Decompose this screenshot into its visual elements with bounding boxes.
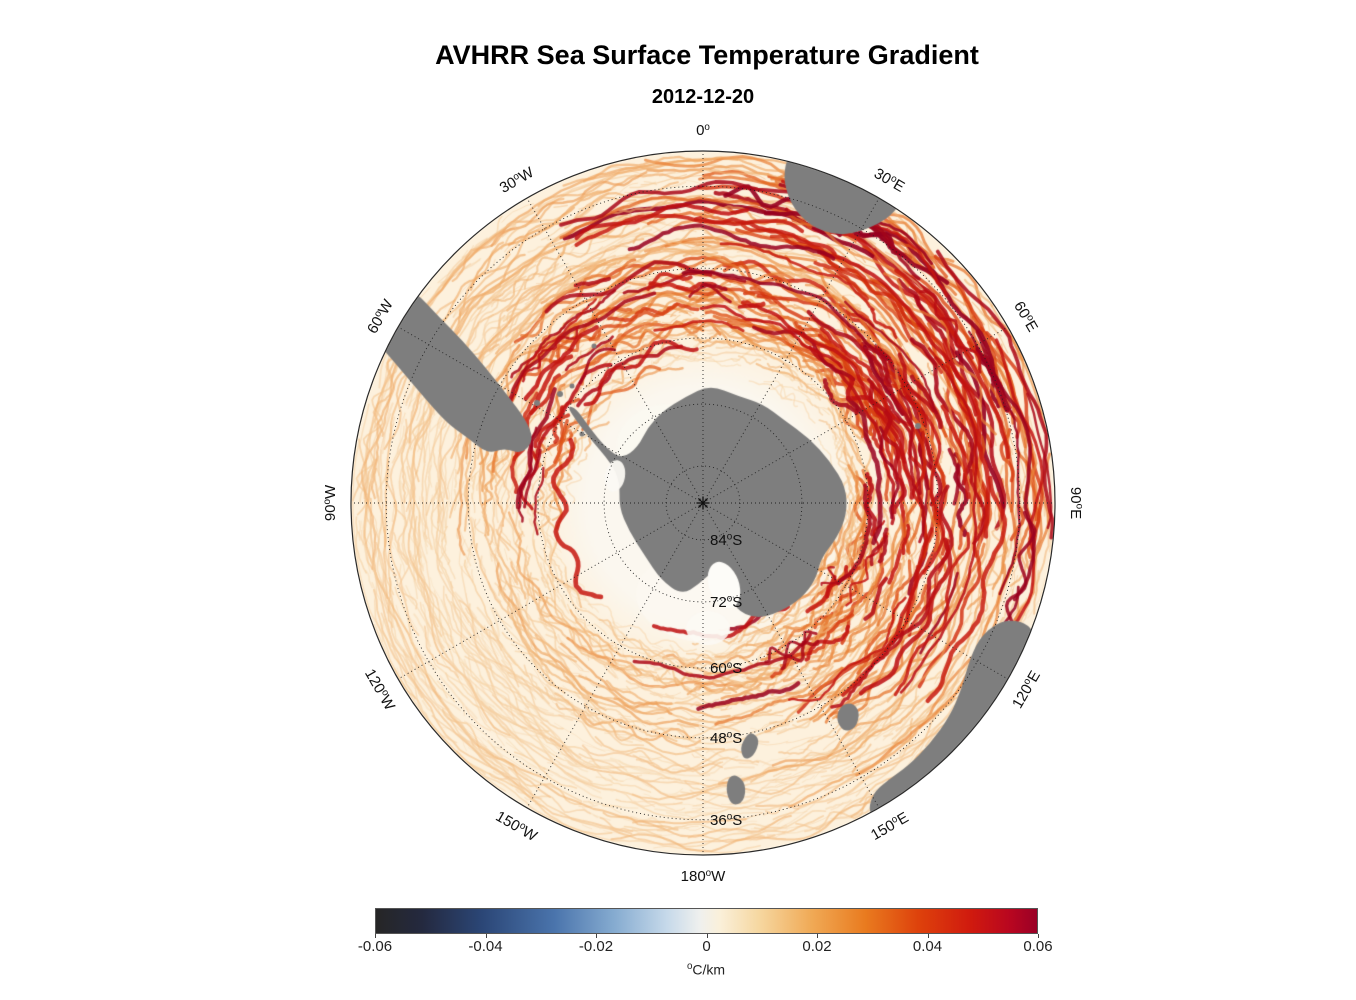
colorbar-tickmark	[485, 934, 487, 938]
colorbar-tick-0.06: 0.06	[1023, 938, 1053, 955]
colorbar-gradient	[375, 908, 1038, 934]
colorbar-tick--0.02: -0.02	[578, 938, 614, 955]
colorbar-tickmark	[1038, 934, 1039, 938]
colorbar-tick--0.06: -0.06	[357, 938, 393, 955]
colorbar-tickmark	[706, 934, 708, 938]
colorbar-tick-0: 0	[702, 938, 711, 955]
colorbar-units-label: oC/km	[686, 961, 726, 978]
colorbar-tickmark	[596, 934, 597, 938]
colorbar-tick-0.04: 0.04	[912, 938, 943, 955]
colorbar-tickmark	[817, 934, 818, 938]
colorbar-tick--0.04: -0.04	[468, 938, 503, 955]
colorbar-tick-0.02: 0.02	[802, 938, 832, 955]
colorbar-tickmark	[927, 934, 929, 938]
colorbar-tickmark	[375, 934, 376, 938]
